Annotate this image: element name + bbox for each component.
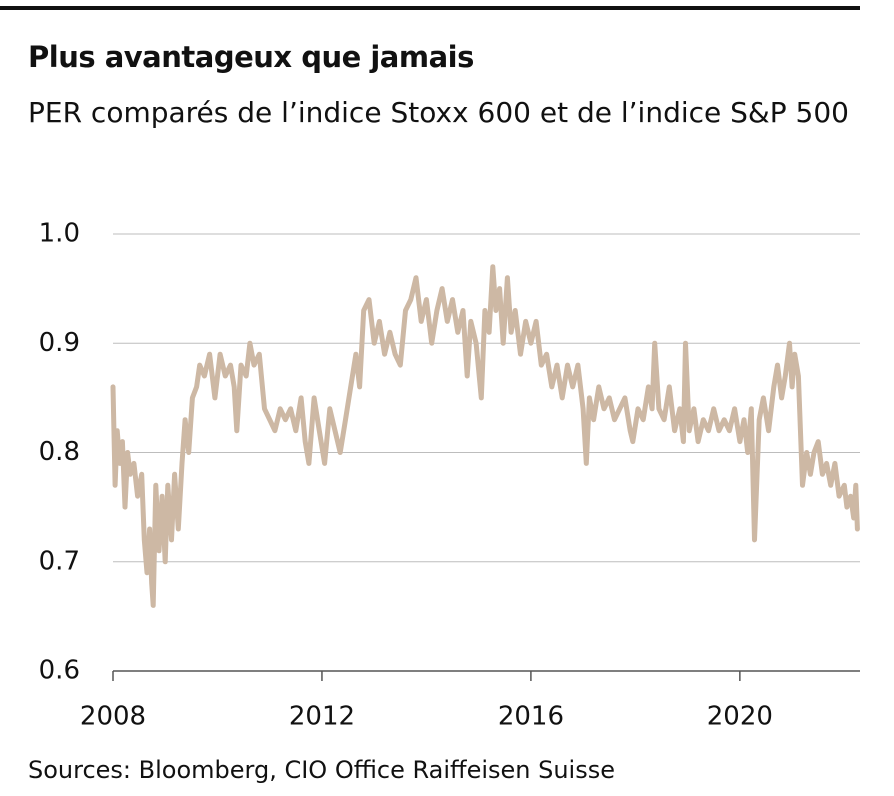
chart-title: Plus avantageux que jamais — [28, 40, 474, 74]
chart-source: Sources: Bloomberg, CIO Office Raiffeise… — [28, 756, 615, 784]
y-tick-label: 0.7 — [39, 546, 80, 576]
x-tick-label: 2008 — [80, 702, 146, 732]
y-tick-label: 0.6 — [39, 656, 80, 686]
y-tick-label: 0.9 — [39, 328, 80, 358]
top-rule — [0, 6, 860, 10]
x-tick-label: 2016 — [498, 702, 564, 732]
x-tick-label: 2020 — [707, 702, 773, 732]
data-line — [110, 264, 860, 608]
y-tick-label: 1.0 — [39, 219, 80, 249]
x-tick-label: 2012 — [289, 702, 355, 732]
y-tick-label: 0.8 — [39, 437, 80, 467]
chart-subtitle: PER comparés de l’indice Stoxx 600 et de… — [28, 96, 849, 129]
